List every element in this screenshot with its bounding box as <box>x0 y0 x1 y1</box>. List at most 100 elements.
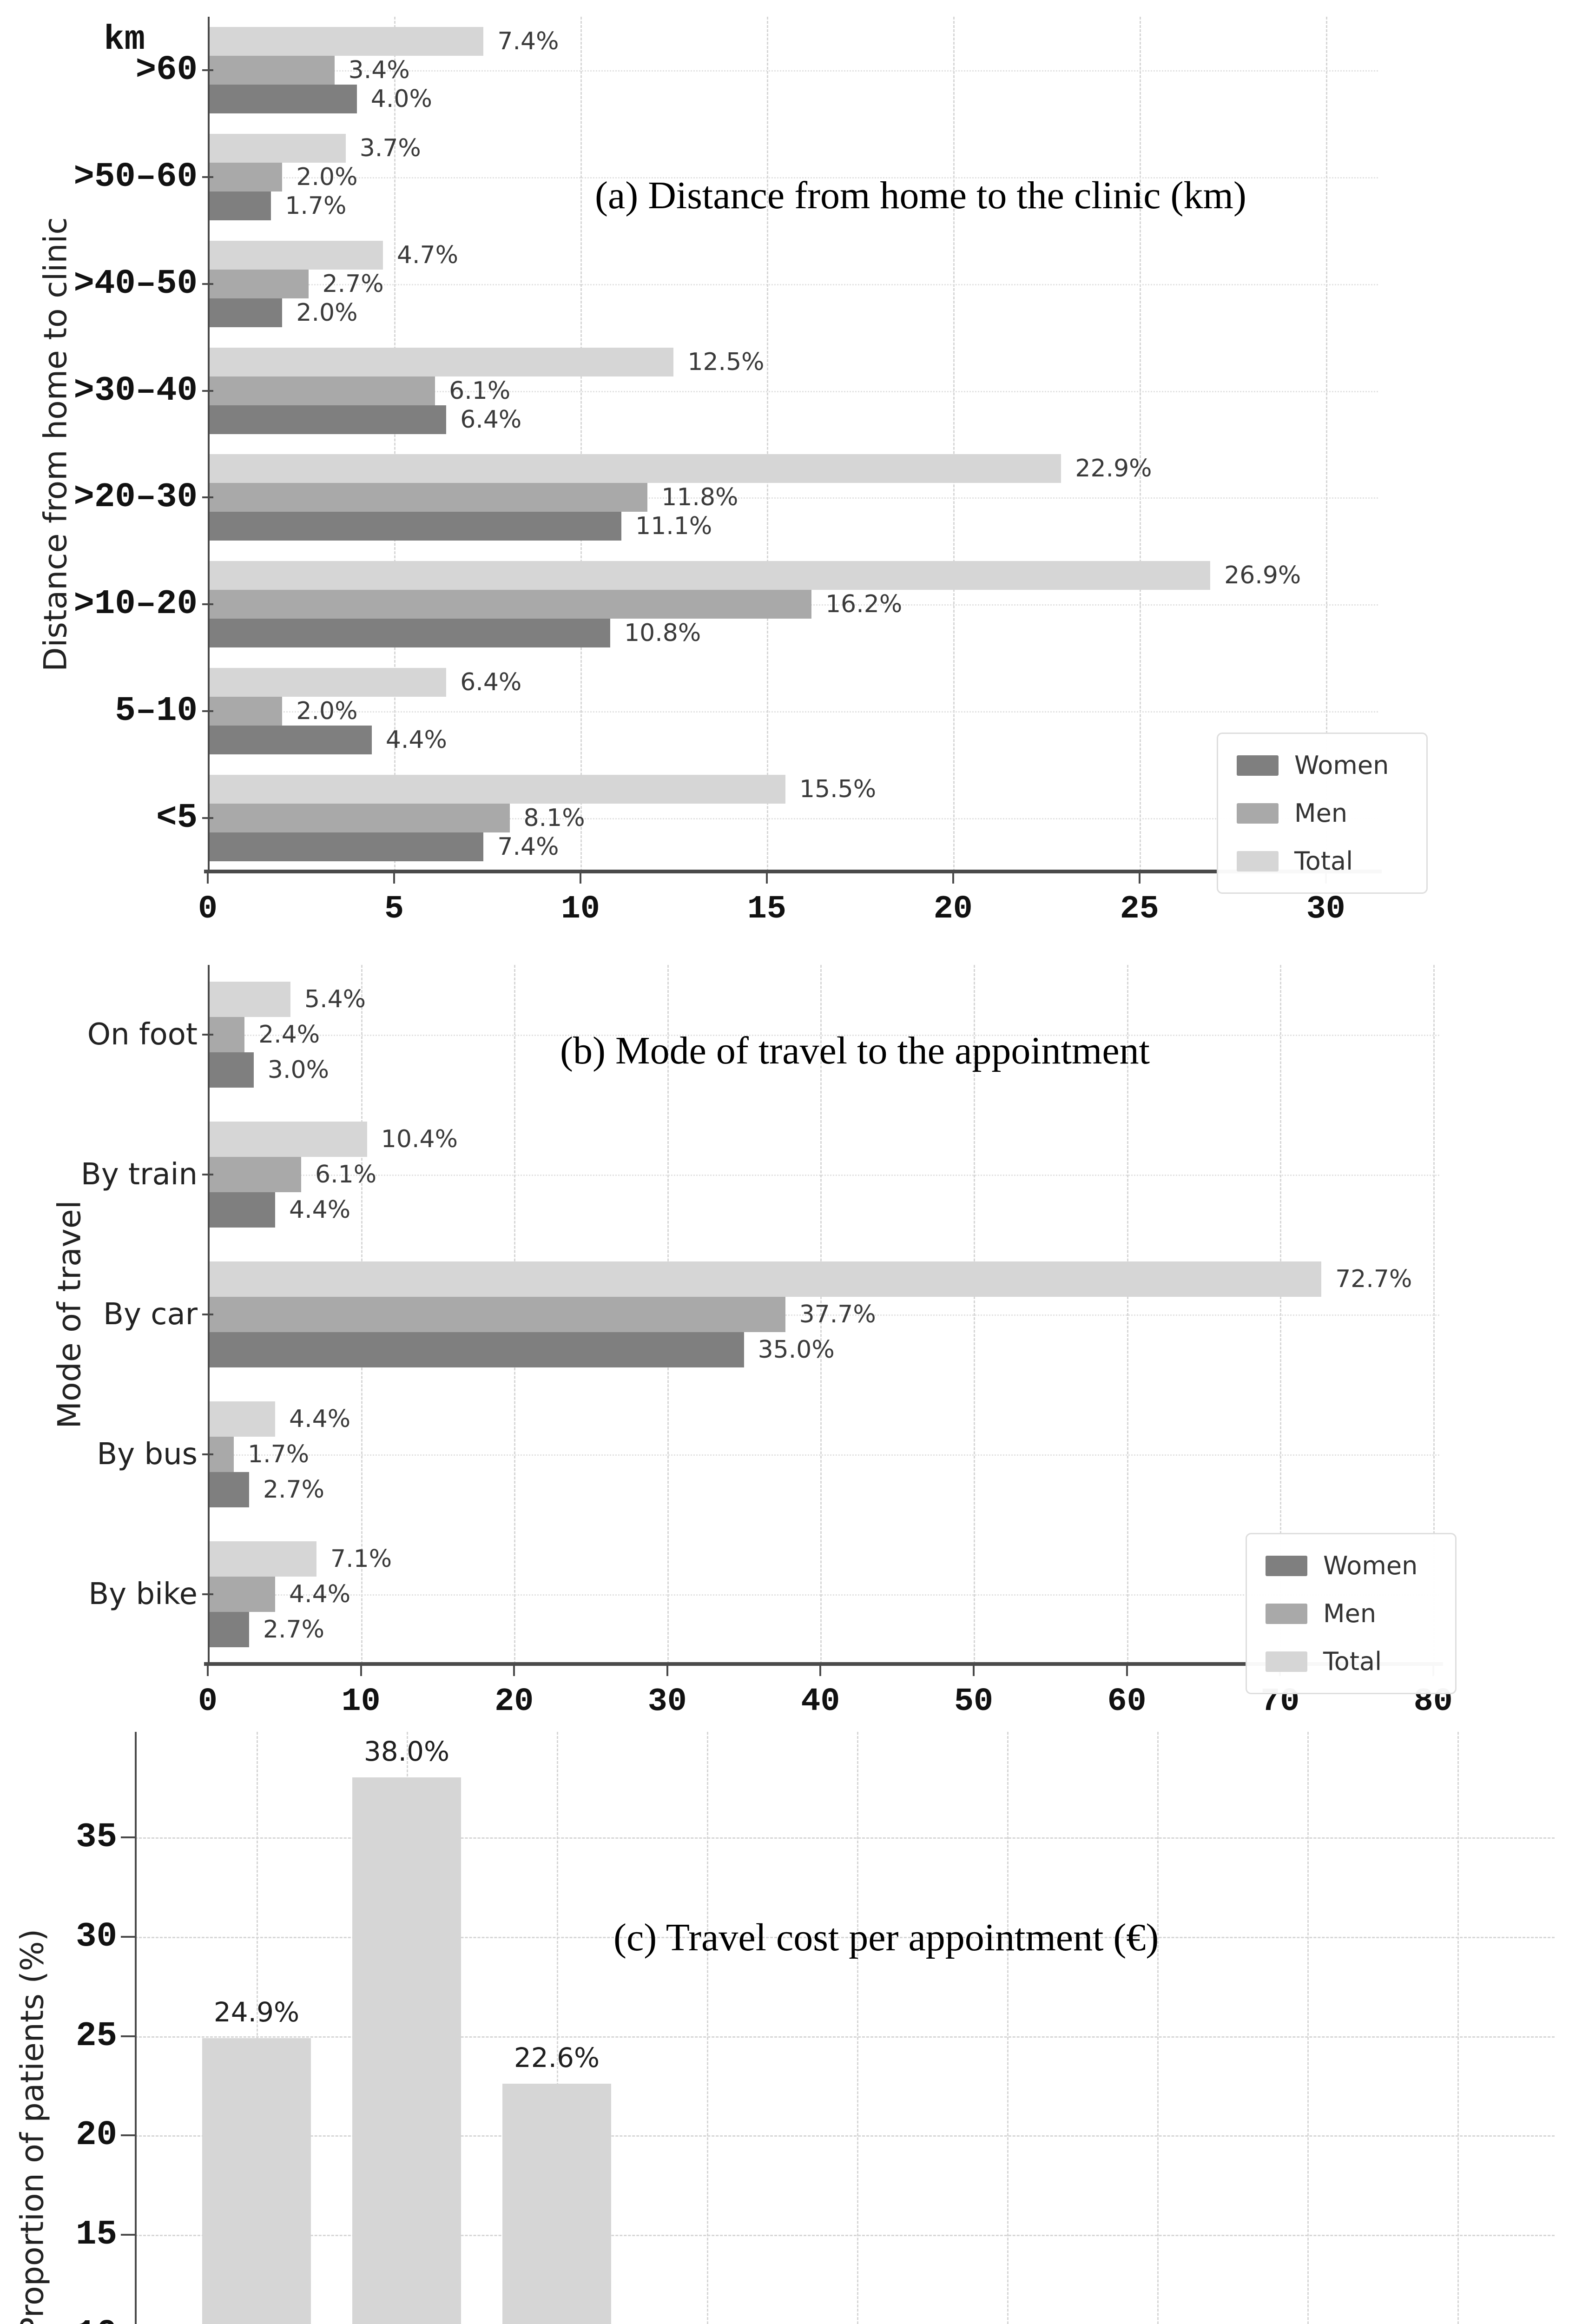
value-label-women-3: 35.0% <box>758 1336 835 1364</box>
category-guide-line <box>208 711 1378 713</box>
x-tick-label-10: 10 <box>560 891 600 928</box>
value-label-total-4: 12.5% <box>687 348 765 376</box>
value-label-total-3: 4.7% <box>396 241 458 269</box>
category-guide-line <box>208 1314 1439 1316</box>
category-guide-line <box>208 390 1378 392</box>
x-tick-label-20: 20 <box>494 1684 534 1720</box>
bar-women-2 <box>208 191 271 220</box>
value-label-total-4: 4.4% <box>289 1405 351 1433</box>
x-gridline-9 <box>1457 1732 1459 2324</box>
category-label-6: >10–20 <box>73 585 198 624</box>
x-gridline-3 <box>557 1732 558 2324</box>
y-tickmark-20 <box>121 2134 135 2137</box>
bar-total-2 <box>208 1122 367 1157</box>
x-tick-label-5: 5 <box>384 891 404 928</box>
x-axis-spine <box>204 870 1382 873</box>
bar-total-1 <box>208 982 290 1017</box>
value-label-2: 38.0% <box>363 1736 450 1768</box>
x-tickmark-15 <box>765 872 768 884</box>
value-label-total-5: 7.1% <box>330 1545 392 1573</box>
category-guide-line <box>208 284 1378 285</box>
value-label-women-6: 10.8% <box>624 619 701 647</box>
bar-total-1 <box>208 26 484 56</box>
women-color-swatch <box>1237 755 1279 776</box>
x-gridline-20 <box>953 17 955 872</box>
bar-women-1 <box>208 1052 254 1088</box>
bar-women-5 <box>208 1611 249 1647</box>
legend-label-men: Men <box>1294 799 1348 828</box>
value-label-men-2: 6.1% <box>315 1161 377 1189</box>
value-label-women-1: 4.0% <box>370 85 432 113</box>
x-tickmark-10 <box>360 1664 362 1676</box>
value-label-women-2: 4.4% <box>289 1196 351 1224</box>
value-label-men-2: 2.0% <box>296 163 358 191</box>
category-label-4: By bus <box>97 1437 198 1472</box>
x-tick-label-50: 50 <box>954 1684 994 1720</box>
y-axis-spine <box>135 1732 137 2324</box>
x-tickmark-5 <box>393 872 395 884</box>
panel-c-title: (c) Travel cost per appointment (€) <box>613 1916 1159 1959</box>
y-tick-label-20: 20 <box>76 2116 117 2155</box>
category-guide-line <box>208 818 1378 820</box>
bar-women-4 <box>208 405 447 434</box>
bar-women-5 <box>208 512 622 541</box>
value-label-men-7: 2.0% <box>296 697 358 726</box>
legend-item-men: Men <box>1237 799 1408 828</box>
value-label-men-4: 1.7% <box>248 1440 310 1468</box>
x-tickmark-50 <box>973 1664 975 1676</box>
bar-women-8 <box>208 832 484 862</box>
value-label-men-8: 8.1% <box>523 804 585 832</box>
x-gridline-5 <box>394 17 396 872</box>
panel-b-plot-area: 0 10 20 30 40 50 60 70 80 On foot 5.4% 2.4% 3.0% By t… <box>81 965 1453 1720</box>
category-label-3: By car <box>103 1297 198 1332</box>
x-tickmark-30 <box>666 1664 668 1676</box>
x-gridline-4 <box>707 1732 708 2324</box>
women-color-swatch <box>1266 1555 1307 1576</box>
bar-men-4 <box>208 376 435 405</box>
x-tickmark-60 <box>1126 1664 1128 1676</box>
value-label-total-5: 22.9% <box>1075 455 1152 483</box>
category-label-3: >40–50 <box>73 264 198 304</box>
bar-men-2 <box>208 1157 302 1193</box>
value-label-total-7: 6.4% <box>460 668 522 697</box>
x-tickmark-20 <box>952 872 954 884</box>
bar-men-7 <box>208 697 283 726</box>
value-label-men-3: 2.7% <box>322 270 384 298</box>
value-label-total-2: 3.7% <box>359 134 421 162</box>
bar-men-3 <box>208 1297 785 1332</box>
value-label-men-5: 4.4% <box>289 1580 351 1608</box>
value-label-total-2: 10.4% <box>381 1125 458 1154</box>
x-axis-spine <box>204 1662 1443 1666</box>
legend-label-men: Men <box>1323 1599 1377 1628</box>
value-label-women-1: 3.0% <box>267 1056 329 1084</box>
value-label-men-1: 3.4% <box>348 56 410 84</box>
value-label-women-4: 2.7% <box>263 1475 325 1504</box>
x-gridline-1 <box>257 1732 258 2324</box>
x-gridline-8 <box>1307 1732 1309 2324</box>
x-gridline-25 <box>1139 17 1141 872</box>
y-tick-label-15: 15 <box>76 2215 117 2255</box>
category-guide-line <box>208 1035 1439 1037</box>
value-label-men-4: 6.1% <box>449 376 511 405</box>
legend-item-total: Total <box>1266 1647 1437 1676</box>
bar-total-8 <box>208 775 785 804</box>
category-label-2: By train <box>80 1157 198 1192</box>
bar-total-3 <box>208 240 383 270</box>
bar-men-3 <box>208 269 309 298</box>
bar-men-5 <box>208 483 648 512</box>
category-guide-line <box>208 497 1378 499</box>
y-gridline-30 <box>135 1936 1555 1938</box>
panel-a-plot-area: 0 5 10 15 20 25 30 >60 7.4% 3.4% 4.0% >50–60 3.7% 2.0… <box>74 17 1382 928</box>
value-label-total-1: 5.4% <box>304 985 366 1014</box>
value-label-total-6: 26.9% <box>1224 561 1301 590</box>
bar-women-2 <box>208 1192 276 1228</box>
bar-total-6 <box>208 561 1211 590</box>
category-label-5: >20–30 <box>73 478 198 517</box>
y-tickmark-15 <box>121 2234 135 2236</box>
category-label-7: 5–10 <box>115 692 198 731</box>
value-label-women-2: 1.7% <box>285 191 347 220</box>
x-tickmark-0 <box>207 872 209 884</box>
category-label-4: >30–40 <box>73 371 198 410</box>
x-tickmark-40 <box>819 1664 822 1676</box>
panel-b-legend: Women Men Total <box>1246 1533 1457 1694</box>
